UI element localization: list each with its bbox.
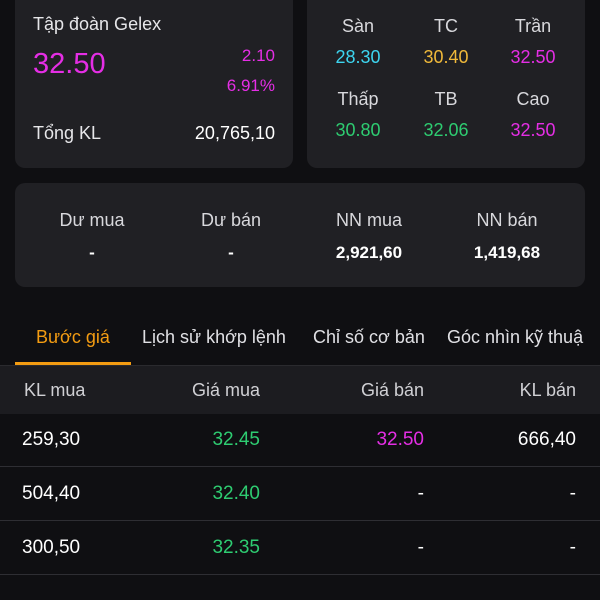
high-label: Cao [516, 89, 550, 109]
header-buy-price: Giá mua [191, 380, 260, 400]
table-row: 300,50 32.35 - - [0, 522, 600, 575]
buy-volume: 259,30 [22, 429, 81, 450]
buy-volume: 300,50 [22, 537, 81, 558]
high-price: Cao 32.50 [489, 89, 577, 141]
low-price: Thấp 30.80 [314, 89, 402, 141]
sell-remaining-label: Dư bán [200, 210, 262, 230]
foreign-sell-value: 1,419,68 [473, 243, 541, 262]
sell-volume: 666,40 [517, 429, 576, 450]
price-levels-card: Sàn 28.30 TC 30.40 Trần 32.50 Thấp 30.80… [307, 0, 585, 168]
average-label: TB [434, 89, 458, 109]
low-value: 30.80 [335, 120, 381, 140]
foreign-sell: NN bán 1,419,68 [436, 210, 578, 263]
tab-fundamentals[interactable]: Chỉ số cơ bản [313, 327, 425, 347]
buy-remaining: Dư mua - [21, 210, 163, 263]
tab-bar: Bước giá Lịch sử khớp lệnh Chỉ số cơ bản… [0, 318, 600, 366]
quote-card: Tập đoàn Gelex 32.50 2.10 6.91% Tổng KL … [15, 0, 293, 168]
total-volume-value: 20,765,10 [194, 123, 275, 143]
sell-price: - [417, 483, 424, 504]
high-value: 32.50 [510, 120, 556, 140]
ceiling-label: Trần [514, 16, 552, 36]
buy-remaining-label: Dư mua [59, 210, 125, 230]
sell-price: - [417, 537, 424, 558]
table-row: 504,40 32.40 - - [0, 468, 600, 521]
buy-remaining-value: - [89, 243, 95, 262]
foreign-buy-label: NN mua [335, 210, 402, 230]
buy-volume: 504,40 [22, 483, 81, 504]
reference-label: TC [434, 16, 458, 36]
active-tab-indicator [15, 362, 131, 365]
average-value: 32.06 [423, 120, 469, 140]
company-name: Tập đoàn Gelex [33, 14, 162, 34]
buy-price: 32.45 [212, 429, 260, 450]
foreign-buy-value: 2,921,60 [335, 243, 403, 262]
price-change: 2.10 [241, 46, 275, 65]
buy-price: 32.35 [212, 537, 260, 558]
tab-price-steps[interactable]: Bước giá [36, 327, 110, 347]
total-volume-label: Tổng KL [33, 123, 102, 143]
average-price: TB 32.06 [402, 89, 490, 141]
ceiling-price: Trần 32.50 [489, 16, 577, 68]
foreign-sell-label: NN bán [476, 210, 538, 230]
floor-label: Sàn [341, 16, 375, 36]
sell-remaining: Dư bán - [160, 210, 302, 263]
sell-volume: - [569, 537, 576, 558]
table-row: 259,30 32.45 32.50 666,40 [0, 414, 600, 467]
low-label: Thấp [337, 89, 379, 109]
tab-technical-view[interactable]: Góc nhìn kỹ thuậ [447, 327, 584, 347]
sell-volume: - [569, 483, 576, 504]
foreign-trading-card: Dư mua - Dư bán - NN mua 2,921,60 NN bán… [15, 183, 585, 287]
ceiling-value: 32.50 [510, 47, 556, 67]
order-book-header: KL mua Giá mua Giá bán KL bán [0, 366, 600, 414]
header-sell-volume: KL bán [519, 380, 576, 400]
header-sell-price: Giá bán [360, 380, 424, 400]
floor-value: 28.30 [335, 47, 381, 67]
current-price: 32.50 [33, 48, 106, 80]
foreign-buy: NN mua 2,921,60 [298, 210, 440, 263]
sell-price: 32.50 [376, 429, 424, 450]
tab-match-history[interactable]: Lịch sử khớp lệnh [142, 327, 286, 347]
reference-value: 30.40 [423, 47, 469, 67]
header-buy-volume: KL mua [24, 380, 86, 400]
price-change-percent: 6.91% [226, 76, 275, 95]
buy-price: 32.40 [212, 483, 260, 504]
floor-price: Sàn 28.30 [314, 16, 402, 68]
sell-remaining-value: - [228, 243, 234, 262]
reference-price: TC 30.40 [402, 16, 490, 68]
